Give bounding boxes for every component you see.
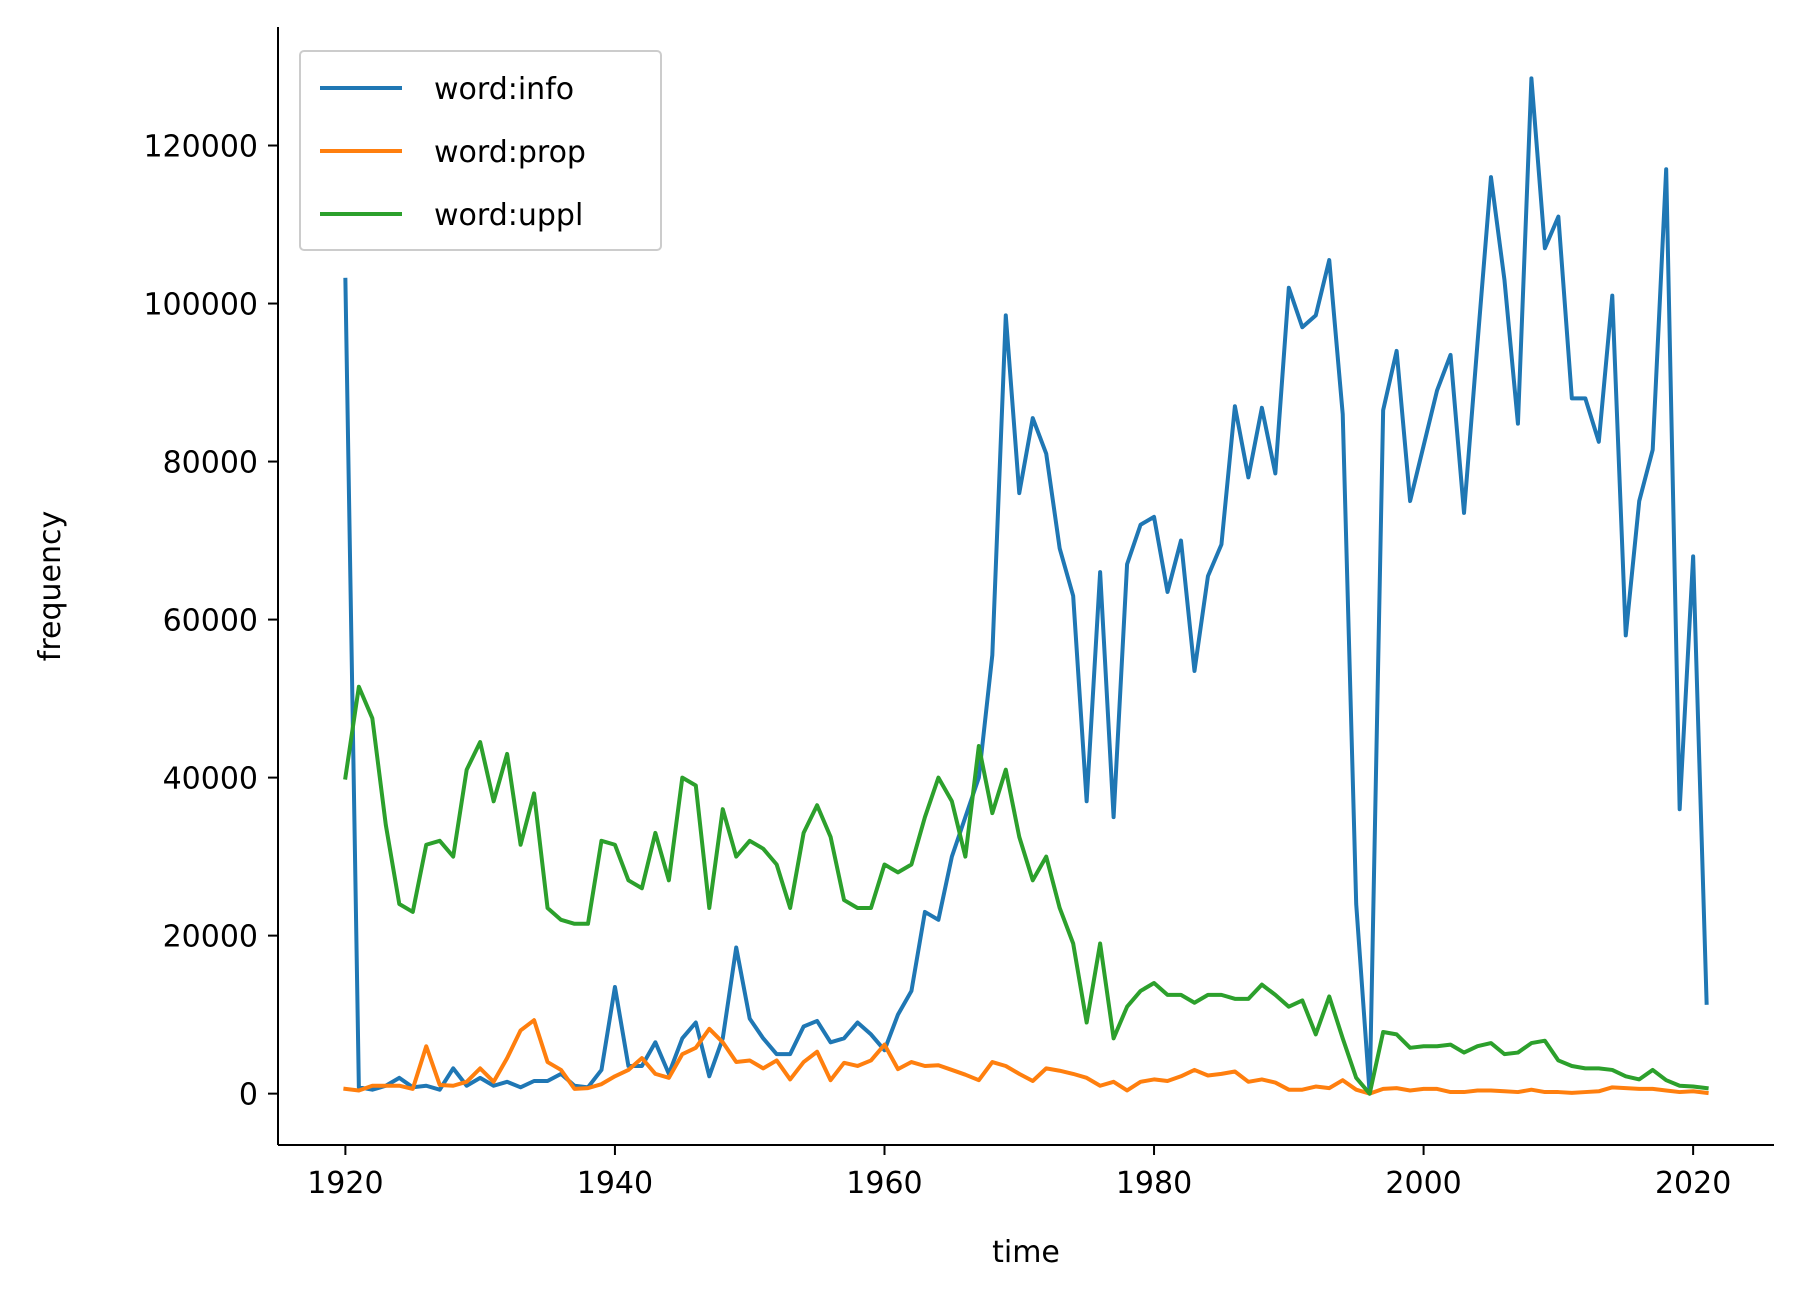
x-tick-label: 1980: [1116, 1166, 1192, 1201]
x-tick-label: 2020: [1655, 1166, 1731, 1201]
y-tick-label: 0: [239, 1078, 258, 1113]
y-tick-label: 100000: [143, 288, 258, 323]
axes-layer: [277, 27, 1774, 1146]
y-ticks: 0 20000 40000 60000 80000 100000 120000: [143, 130, 278, 1113]
x-tick-label: 1960: [846, 1166, 922, 1201]
x-tick-label: 1940: [577, 1166, 653, 1201]
x-tick-label: 1920: [307, 1166, 383, 1201]
legend-items: word:info word:prop word:uppl: [320, 72, 586, 233]
y-tick-label: 120000: [143, 130, 258, 165]
legend-box: [299, 50, 662, 251]
legend-label: word:prop: [434, 135, 586, 170]
y-tick-label: 80000: [163, 446, 258, 481]
series-line-word-prop: [343, 1018, 1709, 1096]
series-line-word-uppl: [343, 684, 1709, 1096]
x-tick-label: 2000: [1385, 1166, 1461, 1201]
x-axis-label: time: [992, 1235, 1060, 1270]
series-layer: [343, 76, 1709, 1096]
legend: word:info word:prop word:uppl: [299, 50, 662, 251]
legend-label: word:info: [434, 72, 574, 107]
legend-label: word:uppl: [434, 198, 583, 233]
y-axis-label: frequency: [33, 511, 68, 661]
y-tick-label: 20000: [163, 920, 258, 955]
y-tick-label: 60000: [163, 604, 258, 639]
x-ticks: 1920 1940 1960 1980 2000 2020: [307, 1145, 1731, 1201]
y-tick-label: 40000: [163, 762, 258, 797]
